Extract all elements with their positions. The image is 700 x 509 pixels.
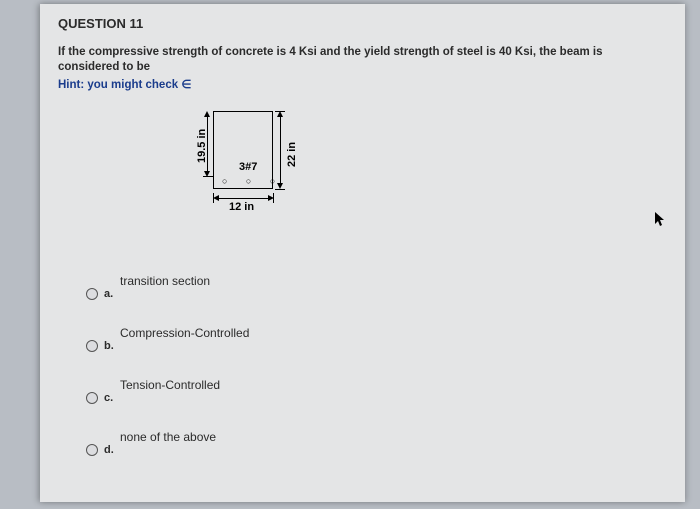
option-text-a: transition section [120,274,210,288]
rebar-dots: ○ ○ ○ [222,176,283,186]
option-d[interactable]: d. none of the above [86,432,667,456]
beam-diagram: 3#7 ○ ○ ○ 19.5 in 22 in 12 in [183,111,343,231]
dim-width-tick-r [273,193,274,203]
dim-height-label: 22 in [286,142,298,167]
dim-depth-label: 19.5 in [196,129,208,163]
dim-depth-arrow-top [204,111,210,117]
option-text-c: Tension-Controlled [120,378,220,392]
dim-height-tick-top [275,111,285,112]
question-hint: Hint: you might check ∈ [58,77,667,91]
dim-width-label: 12 in [229,201,254,213]
answer-options: a. transition section b. Compression-Con… [86,276,667,456]
option-letter-d: d. [104,444,118,456]
option-letter-a: a. [104,288,118,300]
dim-width-tick-l [213,193,214,203]
question-text: If the compressive strength of concrete … [58,45,667,75]
radio-b[interactable] [86,340,98,352]
question-page: QUESTION 11 If the compressive strength … [40,4,685,502]
option-c[interactable]: c. Tension-Controlled [86,380,667,404]
question-title: QUESTION 11 [58,16,667,31]
radio-c[interactable] [86,392,98,404]
option-letter-b: b. [104,340,118,352]
radio-d[interactable] [86,444,98,456]
rebar-label: 3#7 [239,161,257,173]
dim-height-line [280,113,281,187]
option-b[interactable]: b. Compression-Controlled [86,328,667,352]
dim-height-tick-bot [275,189,285,190]
option-letter-c: c. [104,392,118,404]
option-text-d: none of the above [120,430,216,444]
option-text-b: Compression-Controlled [120,326,249,340]
radio-a[interactable] [86,288,98,300]
cursor-icon [655,212,667,231]
dim-depth-tick [203,176,213,177]
option-a[interactable]: a. transition section [86,276,667,300]
dim-width-line [216,198,270,199]
